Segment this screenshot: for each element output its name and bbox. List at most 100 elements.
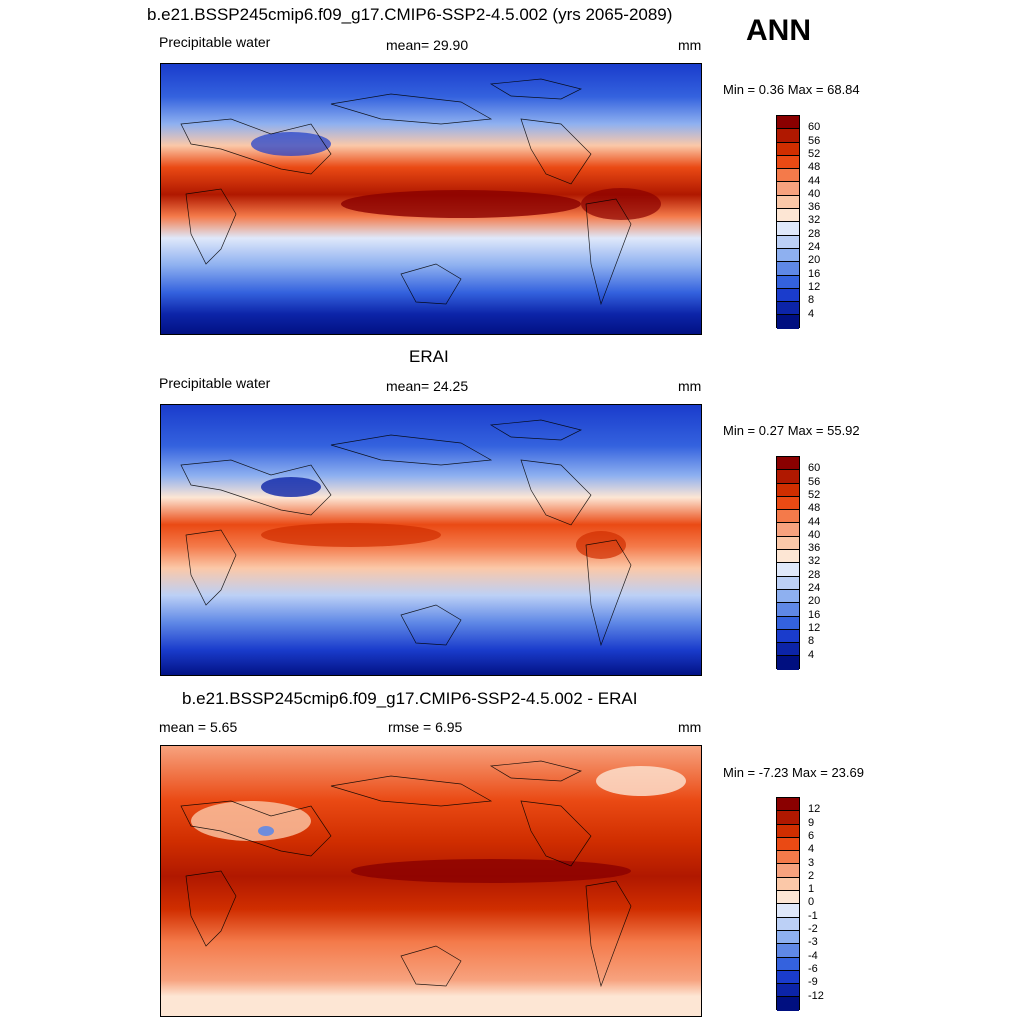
colorbar-swatch — [777, 182, 799, 196]
colorbar-tick-label: 56 — [808, 134, 821, 147]
colorbar-swatch — [777, 944, 799, 958]
panel-1-min-label: Min = — [723, 82, 756, 97]
colorbar-swatch — [777, 142, 799, 156]
panel-3-min-value: -7.23 — [758, 765, 789, 780]
colorbar-tick-label: 44 — [808, 515, 821, 528]
colorbar-swatch — [777, 877, 799, 892]
colorbar-swatch — [777, 603, 799, 617]
colorbar-tick-label: 28 — [808, 568, 821, 581]
panel-2-max-value: 55.92 — [827, 423, 860, 438]
colorbar-swatch — [777, 457, 799, 471]
colorbar-swatch — [777, 275, 799, 289]
colorbar-tick-label: 3 — [808, 856, 815, 869]
colorbar-swatch — [777, 550, 799, 564]
colorbar-tick-label: -3 — [808, 936, 818, 949]
panel-2-units: mm — [678, 378, 702, 394]
colorbar-tick-label: 24 — [808, 241, 821, 253]
colorbar-tick-label: 8 — [808, 294, 815, 307]
colorbar-swatch — [777, 288, 799, 303]
panel-1-colorbar — [776, 115, 800, 329]
panel-1-map — [160, 63, 702, 335]
colorbar-tick-label: -2 — [808, 923, 818, 935]
colorbar-tick-label: 32 — [808, 555, 821, 568]
panel-1-max-value: 68.84 — [827, 82, 860, 97]
colorbar-tick-label: 40 — [808, 187, 821, 200]
panel-3-mean-label: mean = 5.65 — [159, 719, 238, 735]
colorbar-swatch — [777, 576, 799, 590]
panel-3-title: b.e21.BSSP245cmip6.f09_g17.CMIP6-SSP2-4.… — [182, 689, 638, 708]
colorbar-tick-label: 52 — [808, 147, 821, 160]
panel-3-units: mm — [678, 719, 702, 735]
colorbar-tick-label: 28 — [808, 227, 821, 240]
colorbar-tick-label: 16 — [808, 267, 821, 280]
colorbar-tick-label: 48 — [808, 502, 821, 515]
colorbar-tick-label: 36 — [808, 201, 821, 214]
panel-2-max-label: Max = — [787, 423, 824, 438]
colorbar-tick-label: 60 — [808, 462, 821, 475]
panel-3-rmse-label: rmse = 6.95 — [388, 719, 463, 735]
colorbar-swatch — [777, 917, 799, 931]
colorbar-swatch — [777, 837, 799, 852]
panel-2-min-label: Min = — [723, 423, 756, 438]
colorbar-swatch — [777, 616, 799, 630]
colorbar-swatch — [777, 235, 799, 249]
colorbar-swatch — [777, 470, 799, 484]
colorbar-tick-label: 60 — [808, 121, 821, 134]
colorbar-swatch — [777, 129, 799, 143]
colorbar-swatch — [777, 248, 799, 263]
panel-3-min-max: Min = -7.23 Max = 23.69 — [723, 765, 864, 780]
colorbar-tick-label: 16 — [808, 608, 821, 621]
colorbar-tick-label: 24 — [808, 582, 821, 594]
panel-1-title: b.e21.BSSP245cmip6.f09_g17.CMIP6-SSP2-4.… — [147, 5, 673, 24]
colorbar-tick-label: 4 — [808, 648, 815, 661]
colorbar-swatch — [777, 957, 799, 971]
colorbar-tick-label: 4 — [808, 843, 815, 856]
colorbar-tick-label: 52 — [808, 488, 821, 501]
colorbar-tick-label: 12 — [808, 803, 821, 816]
panel-1-map-field — [161, 64, 701, 334]
colorbar-tick-label: 9 — [808, 816, 815, 829]
colorbar-tick-label: 40 — [808, 528, 821, 541]
colorbar-swatch — [777, 209, 799, 223]
colorbar-swatch — [777, 891, 799, 905]
colorbar-swatch — [777, 155, 799, 170]
panel-3-map — [160, 745, 702, 1017]
colorbar-swatch — [777, 798, 799, 812]
colorbar-tick-label: -4 — [808, 949, 818, 962]
colorbar-tick-label: 4 — [808, 307, 815, 320]
season-label: ANN — [746, 14, 811, 47]
colorbar-swatch — [777, 222, 799, 236]
panel-1-mean-label: mean= 29.90 — [386, 37, 469, 53]
colorbar-tick-label: 20 — [808, 595, 821, 608]
colorbar-tick-label: -9 — [808, 976, 818, 989]
colorbar-swatch — [777, 864, 799, 878]
colorbar-swatch — [777, 315, 799, 329]
panel-2-colorbar — [776, 456, 800, 670]
colorbar-swatch — [777, 195, 799, 210]
panel-1-min-max: Min = 0.36 Max = 68.84 — [723, 82, 860, 97]
panel-3-min-label: Min = — [723, 765, 756, 780]
colorbar-swatch — [777, 496, 799, 511]
panel-2-variable-label: Precipitable water — [159, 375, 271, 391]
colorbar-swatch — [777, 984, 799, 998]
colorbar-swatch — [777, 262, 799, 276]
colorbar-tick-label: 0 — [808, 896, 815, 909]
colorbar-tick-label: 32 — [808, 214, 821, 227]
colorbar-swatch — [777, 643, 799, 657]
panel-2-map-field — [161, 405, 701, 675]
panel-2-min-max: Min = 0.27 Max = 55.92 — [723, 423, 860, 438]
colorbar-swatch — [777, 851, 799, 865]
colorbar-swatch — [777, 629, 799, 644]
panel-2-title: ERAI — [409, 347, 449, 366]
colorbar-swatch — [777, 116, 799, 130]
colorbar-tick-label: 36 — [808, 542, 821, 555]
colorbar-swatch — [777, 970, 799, 985]
colorbar-swatch — [777, 563, 799, 577]
colorbar-swatch — [777, 930, 799, 945]
panel-1-units: mm — [678, 37, 702, 53]
colorbar-swatch — [777, 997, 799, 1011]
colorbar-swatch — [777, 824, 799, 838]
colorbar-tick-label: -6 — [808, 962, 818, 975]
panel-3-map-field — [161, 746, 701, 1016]
panel-3-colorbar — [776, 797, 800, 1011]
